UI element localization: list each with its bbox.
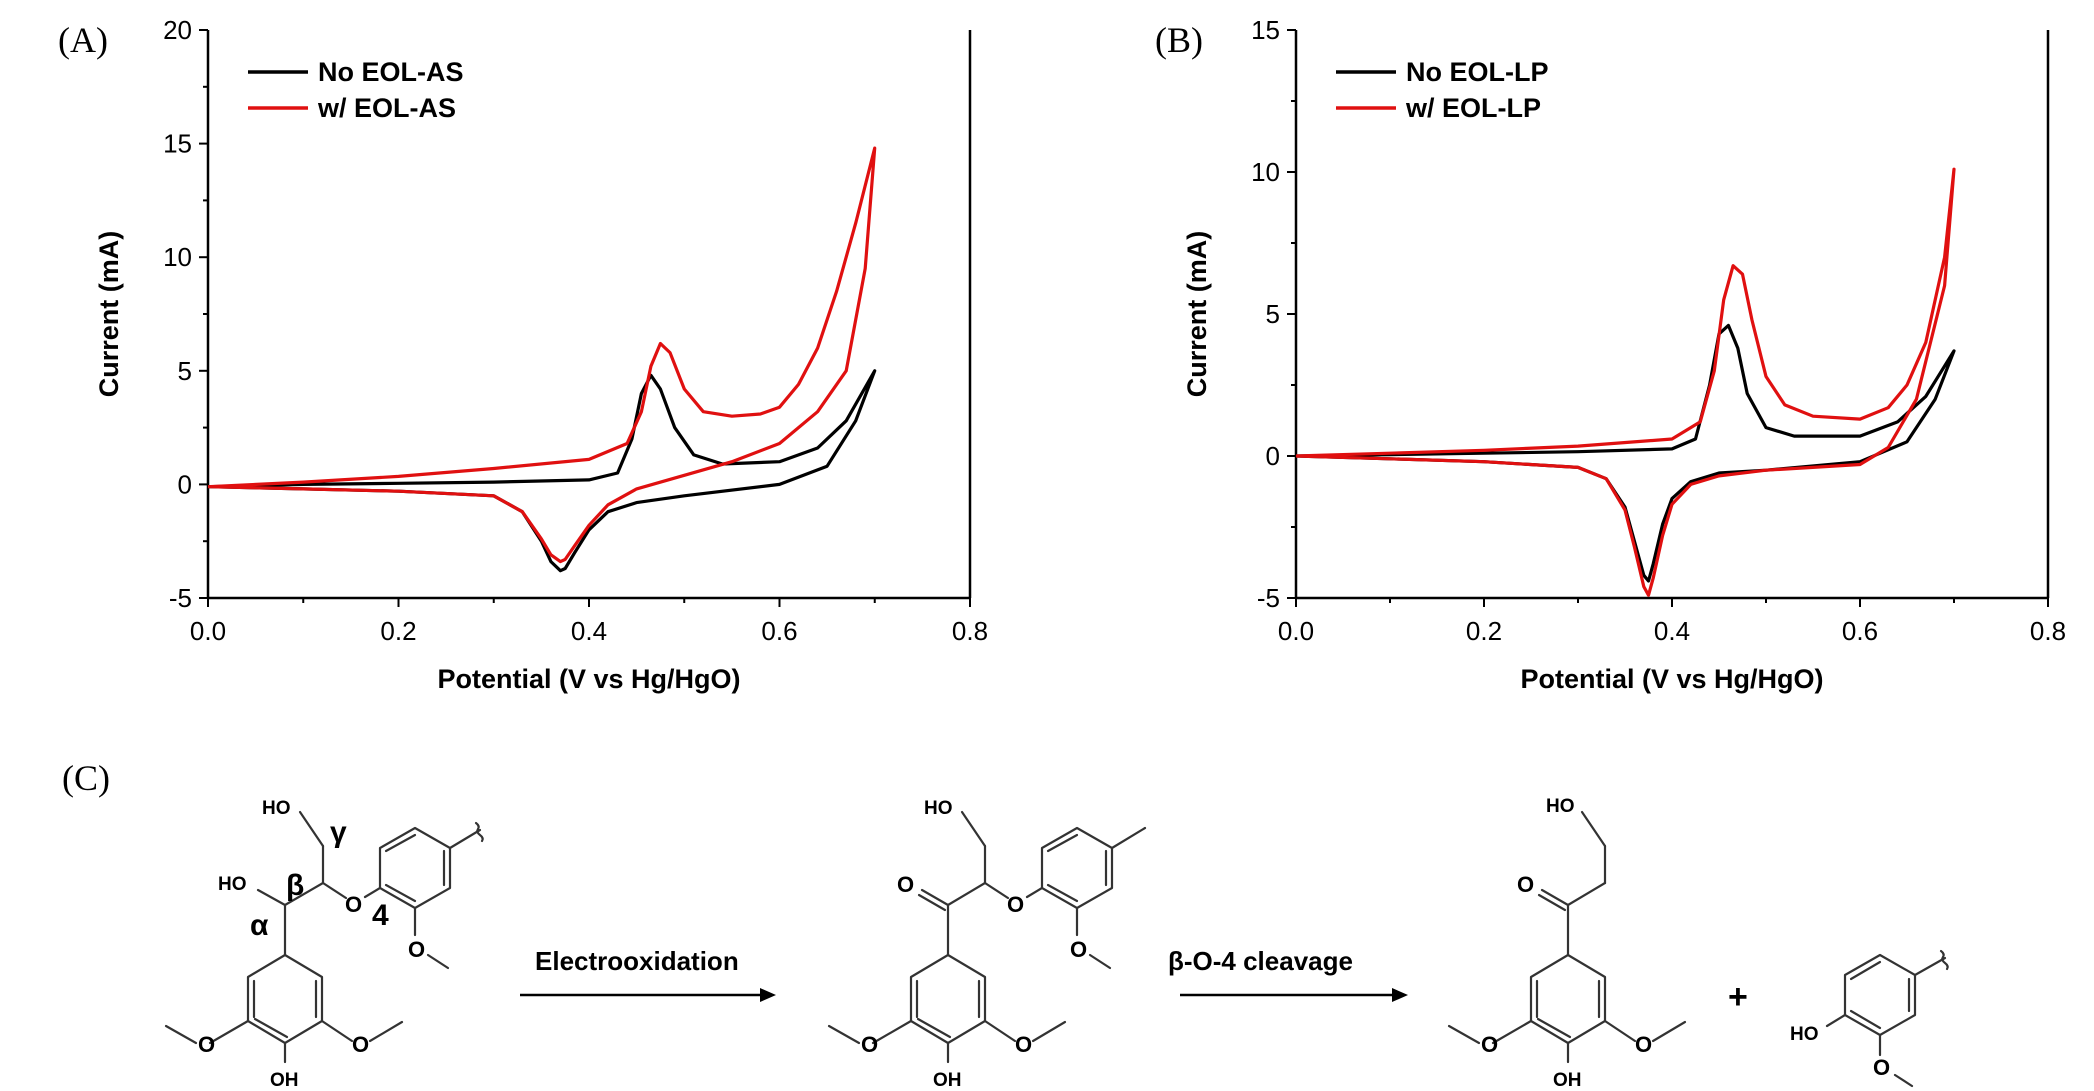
panel-label-a: (A) <box>58 20 108 60</box>
chart-a: (A) 0.0 0.2 0.4 0.6 0.8 -5 0 5 10 15 20 Potential (… <box>58 15 988 694</box>
molecule-product-ketone: O O OH O HO <box>1447 796 1687 1091</box>
y-tick-label: 10 <box>1251 157 1280 187</box>
y-tick-label: 0 <box>1266 441 1280 471</box>
atom-o: O <box>345 892 362 917</box>
atom-o: O <box>1015 1032 1032 1057</box>
panel-label-c: (C) <box>62 758 110 798</box>
alpha-label: α <box>250 909 269 942</box>
x-tick-label: 0.6 <box>1842 616 1878 646</box>
y-tick-label: 10 <box>163 242 192 272</box>
gamma-label: γ <box>330 816 347 849</box>
y-tick-label: -5 <box>1257 583 1280 613</box>
x-tick-label: 0.6 <box>761 616 797 646</box>
legend-label-1: w/ EOL-AS <box>317 93 456 123</box>
atom-o: O <box>198 1032 215 1057</box>
atom-ho: HO <box>262 798 291 819</box>
atom-o: O <box>1070 937 1087 962</box>
series-line-1 <box>1295 167 1956 597</box>
atom-o: O <box>861 1032 878 1057</box>
position-4-label: 4 <box>372 899 389 932</box>
y-tick-label: 15 <box>163 129 192 159</box>
atom-ho: HO <box>1790 1024 1819 1045</box>
x-axis-label: Potential (V vs Hg/HgO) <box>437 664 740 694</box>
x-tick-label: 0.8 <box>2030 616 2066 646</box>
y-axis-label: Current (mA) <box>1182 231 1212 398</box>
arrow2-label: β-O-4 cleavage <box>1168 946 1353 976</box>
atom-o: O <box>352 1032 369 1057</box>
molecule-reactant: O O OH HO α β HO γ O 4 <box>164 798 484 1091</box>
atom-o: O <box>1873 1055 1890 1080</box>
x-tick-label: 0.8 <box>952 616 988 646</box>
series-line-1 <box>207 146 877 564</box>
molecule-product-phenol: HO O <box>1790 949 1949 1088</box>
y-tick-label: 5 <box>1266 299 1280 329</box>
beta-label: β <box>286 869 304 902</box>
arrow-electrooxidation: Electrooxidation <box>520 946 776 1002</box>
atom-o: O <box>897 872 914 897</box>
legend-label-0: No EOL-AS <box>318 57 464 87</box>
plus-sign: + <box>1728 978 1748 1016</box>
atom-o: O <box>408 937 425 962</box>
atom-o: O <box>1635 1032 1652 1057</box>
x-tick-label: 0.0 <box>190 616 226 646</box>
arrow-cleavage: β-O-4 cleavage <box>1168 946 1408 1002</box>
x-axis-label: Potential (V vs Hg/HgO) <box>1520 664 1823 694</box>
molecule-intermediate: O O OH O HO O O <box>827 798 1147 1091</box>
atom-o: O <box>1481 1032 1498 1057</box>
chart-b: (B) 0.0 0.2 0.4 0.6 0.8 -5 0 5 10 15 Potential (V … <box>1155 15 2066 694</box>
x-tick-label: 0.4 <box>571 616 607 646</box>
x-tick-label: 0.2 <box>380 616 416 646</box>
atom-ho: HO <box>1546 796 1575 817</box>
atom-o: O <box>1007 892 1024 917</box>
atom-ho: HO <box>924 798 953 819</box>
panel-label-b: (B) <box>1155 20 1203 60</box>
arrow1-label: Electrooxidation <box>535 946 739 976</box>
y-tick-label: -5 <box>169 583 192 613</box>
x-tick-label: 0.0 <box>1278 616 1314 646</box>
atom-ho: HO <box>218 874 247 895</box>
y-tick-label: 0 <box>178 469 192 499</box>
y-tick-label: 5 <box>178 356 192 386</box>
y-tick-label: 20 <box>163 15 192 45</box>
atom-oh: OH <box>933 1070 962 1091</box>
x-tick-label: 0.2 <box>1466 616 1502 646</box>
y-tick-label: 15 <box>1251 15 1280 45</box>
legend-label-1: w/ EOL-LP <box>1405 93 1541 123</box>
series-line-0 <box>207 369 877 573</box>
reaction-scheme: (C) O O OH HO α β <box>62 758 1949 1091</box>
atom-o: O <box>1517 872 1534 897</box>
legend-label-0: No EOL-LP <box>1406 57 1549 87</box>
x-tick-label: 0.4 <box>1654 616 1690 646</box>
atom-oh: OH <box>270 1070 299 1091</box>
atom-oh: OH <box>1553 1070 1582 1091</box>
y-axis-label: Current (mA) <box>94 231 124 398</box>
